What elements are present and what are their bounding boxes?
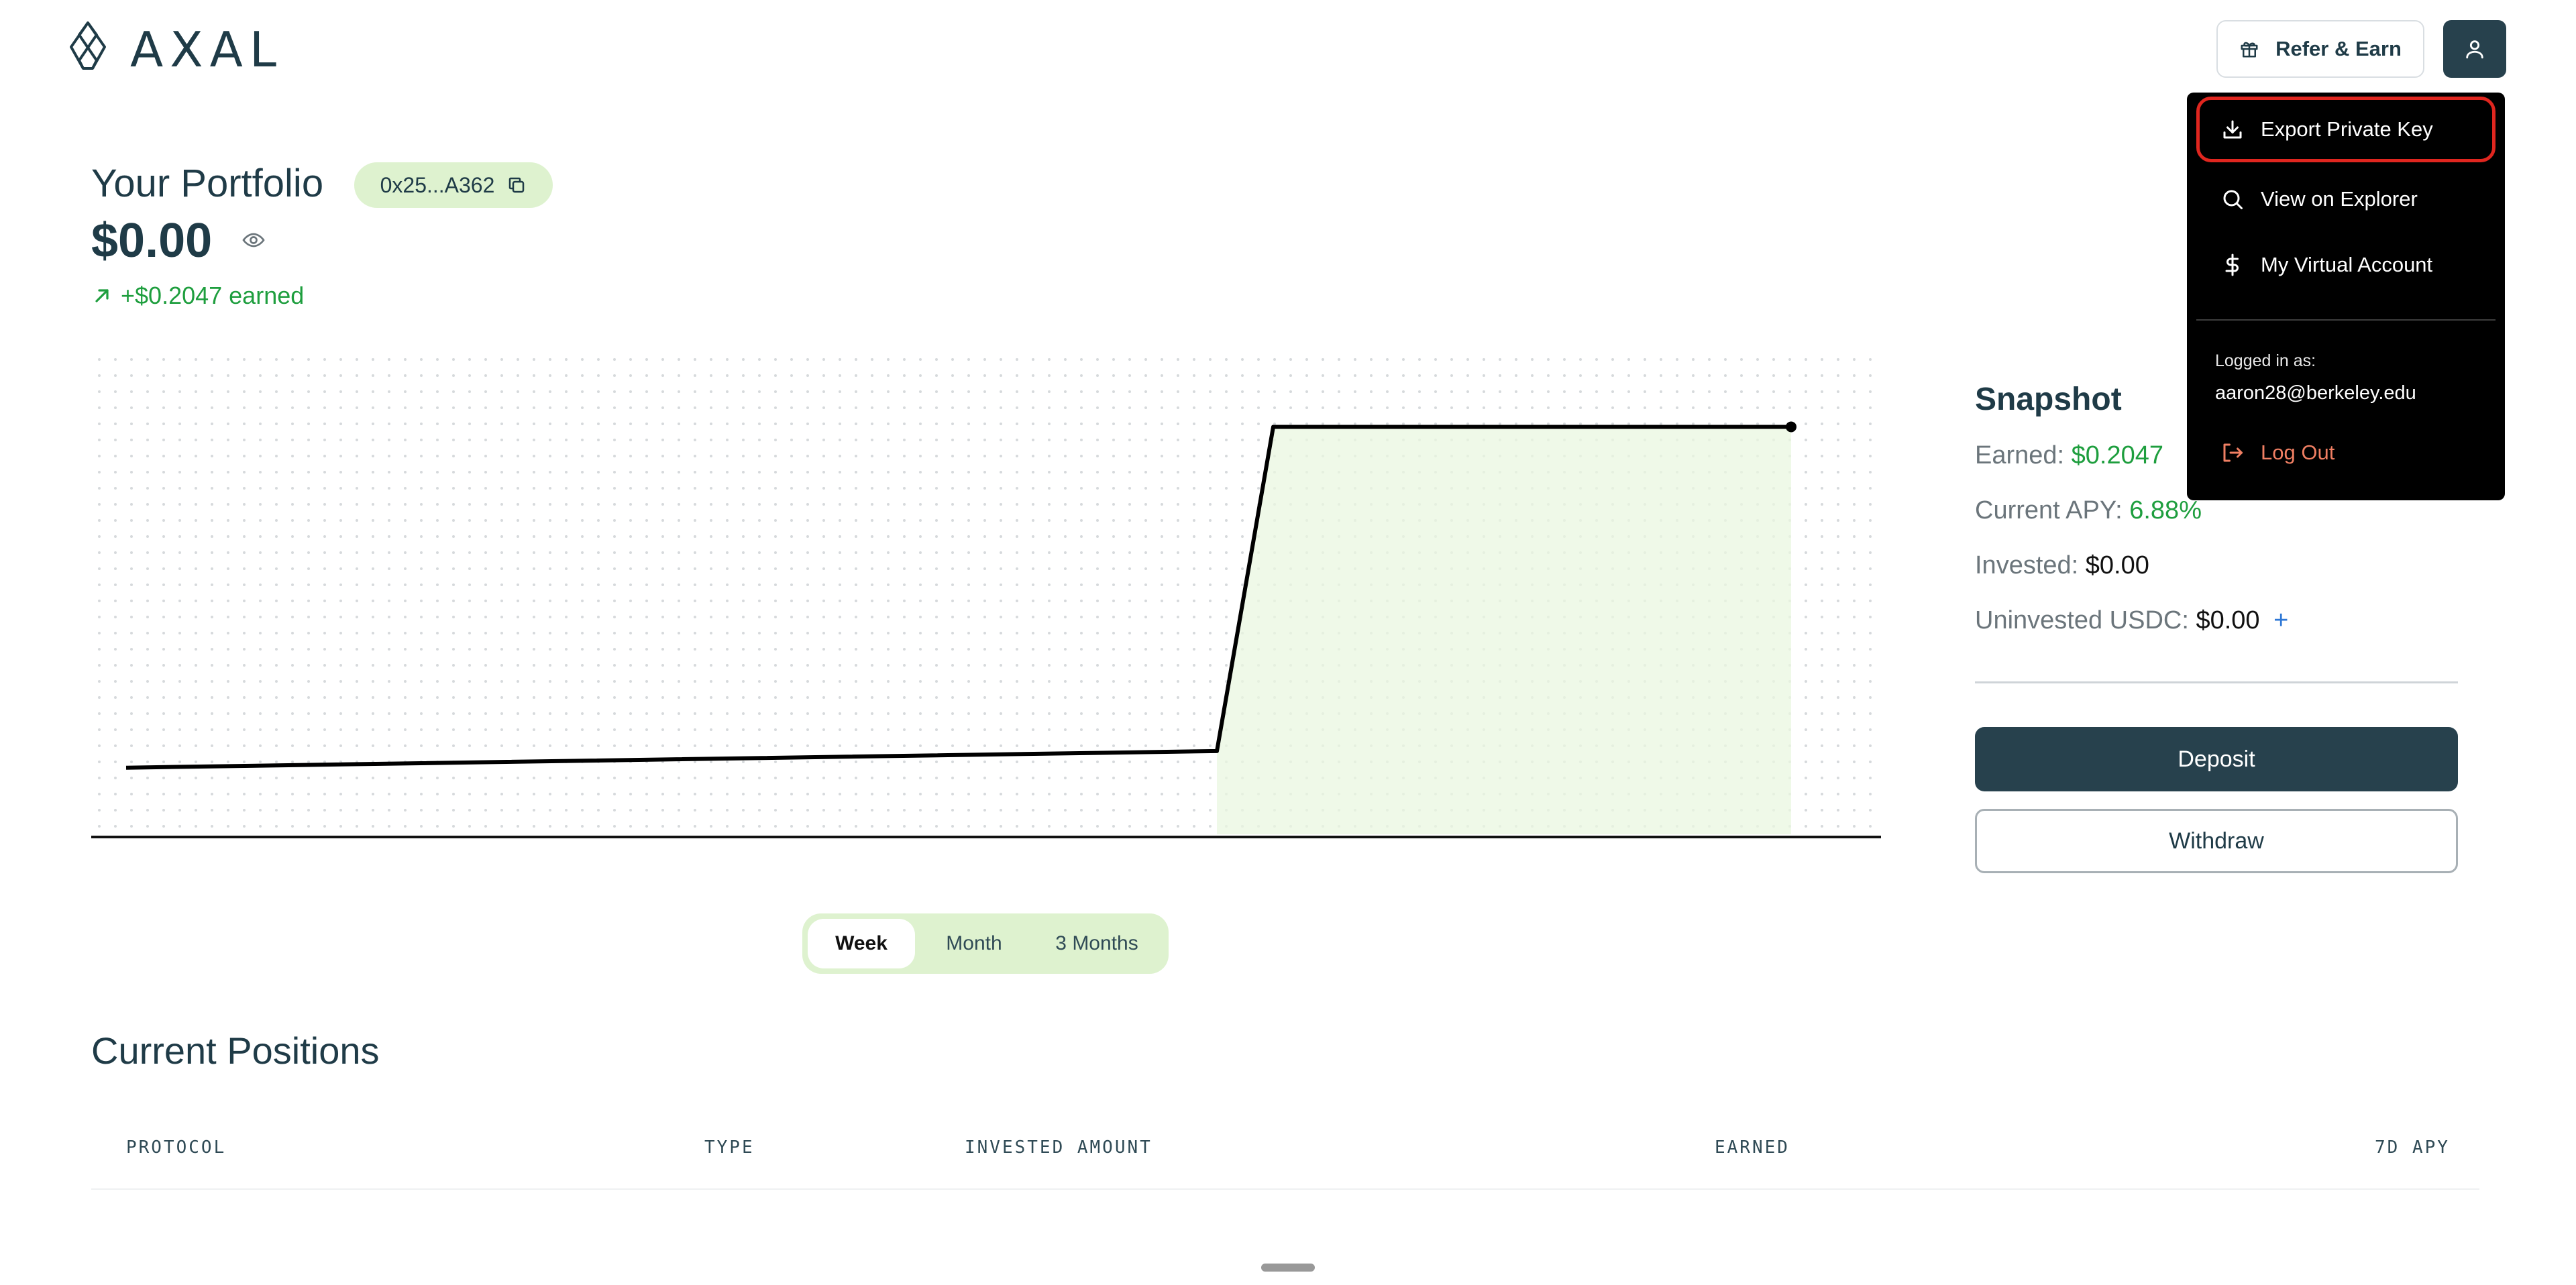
arrow-up-right-icon — [95, 289, 109, 302]
snapshot-earned-label: Earned: — [1975, 441, 2065, 469]
menu-item-my-virtual-account[interactable]: My Virtual Account — [2196, 232, 2496, 298]
snapshot-uninvested-value: $0.00 — [2196, 606, 2260, 634]
portfolio-value: $0.00 — [91, 214, 213, 268]
menu-divider — [2196, 319, 2496, 321]
menu-item-export-private-key[interactable]: Export Private Key — [2196, 97, 2496, 162]
snapshot-earned-value: $0.2047 — [2071, 441, 2164, 469]
download-icon — [2223, 120, 2242, 139]
eye-icon[interactable] — [239, 228, 268, 252]
search-icon — [2223, 190, 2243, 209]
snapshot-earned: Earned: $0.2047 — [1975, 441, 2163, 470]
period-month-button[interactable]: Month — [946, 932, 1002, 954]
column-header-type: TYPE — [704, 1137, 755, 1158]
snapshot-uninvested: Uninvested USDC: $0.00 + — [1975, 606, 2288, 635]
period-toggle: Week Month 3 Months — [802, 913, 1169, 974]
snapshot-uninvested-label: Uninvested USDC: — [1975, 606, 2189, 634]
logged-in-label: Logged in as: — [2215, 351, 2316, 370]
chart-area-fill — [1217, 427, 1791, 834]
period-week-button[interactable]: Week — [808, 919, 915, 968]
axal-logo[interactable]: AXAL — [66, 20, 276, 78]
axal-logo-icon — [70, 21, 106, 70]
logout-icon — [2223, 443, 2243, 462]
column-header-protocol: PROTOCOL — [126, 1137, 227, 1158]
table-divider — [91, 1188, 2479, 1190]
logo-text: AXAL — [130, 21, 283, 78]
menu-item-label: Export Private Key — [2261, 117, 2433, 141]
portfolio-chart — [91, 351, 1881, 838]
column-header-7d-apy: 7D APY — [2375, 1137, 2450, 1158]
refer-and-earn-button[interactable]: Refer & Earn — [2216, 20, 2424, 78]
snapshot-apy-value: 6.88% — [2129, 496, 2202, 524]
snapshot-title: Snapshot — [1975, 382, 2122, 417]
portfolio-earned: +$0.2047 earned — [91, 282, 304, 310]
deposit-button[interactable]: Deposit — [1975, 727, 2458, 791]
user-icon — [2466, 40, 2483, 59]
column-header-earned: EARNED — [1715, 1137, 1790, 1158]
snapshot-invested: Invested: $0.00 — [1975, 551, 2149, 580]
refer-and-earn-label: Refer & Earn — [2275, 37, 2402, 60]
snapshot-divider — [1975, 681, 2458, 683]
menu-item-log-out[interactable]: Log Out — [2196, 420, 2496, 486]
gift-icon — [2241, 42, 2258, 58]
menu-item-label: My Virtual Account — [2261, 253, 2433, 276]
wallet-address: 0x25...A362 — [380, 172, 495, 197]
user-menu-button[interactable] — [2443, 20, 2506, 78]
chart-end-point — [1786, 421, 1796, 433]
current-positions-title: Current Positions — [91, 1029, 380, 1072]
menu-item-view-on-explorer[interactable]: View on Explorer — [2196, 166, 2496, 232]
withdraw-button[interactable]: Withdraw — [1975, 809, 2458, 873]
user-dropdown-menu: Export Private Key View on Explorer My V… — [2187, 93, 2505, 500]
portfolio-title: Your Portfolio — [91, 162, 324, 205]
dollar-icon — [2225, 254, 2239, 276]
wallet-address-pill[interactable]: 0x25...A362 — [354, 162, 553, 208]
snapshot-apy: Current APY: 6.88% — [1975, 496, 2202, 525]
bottom-drag-handle[interactable] — [1261, 1264, 1315, 1272]
snapshot-invested-label: Invested: — [1975, 551, 2079, 579]
log-out-label: Log Out — [2261, 441, 2335, 464]
logged-in-email: aaron28@berkeley.edu — [2215, 382, 2416, 404]
add-usdc-button[interactable]: + — [2273, 606, 2289, 634]
earned-text: +$0.2047 earned — [121, 282, 305, 309]
period-3-months-button[interactable]: 3 Months — [1055, 932, 1138, 954]
chart-series-line — [125, 425, 1791, 770]
menu-item-label: View on Explorer — [2261, 187, 2418, 211]
snapshot-invested-value: $0.00 — [2085, 551, 2149, 579]
column-header-invested-amount: INVESTED AMOUNT — [965, 1137, 1152, 1158]
copy-icon[interactable] — [506, 175, 527, 195]
snapshot-apy-label: Current APY: — [1975, 496, 2123, 524]
